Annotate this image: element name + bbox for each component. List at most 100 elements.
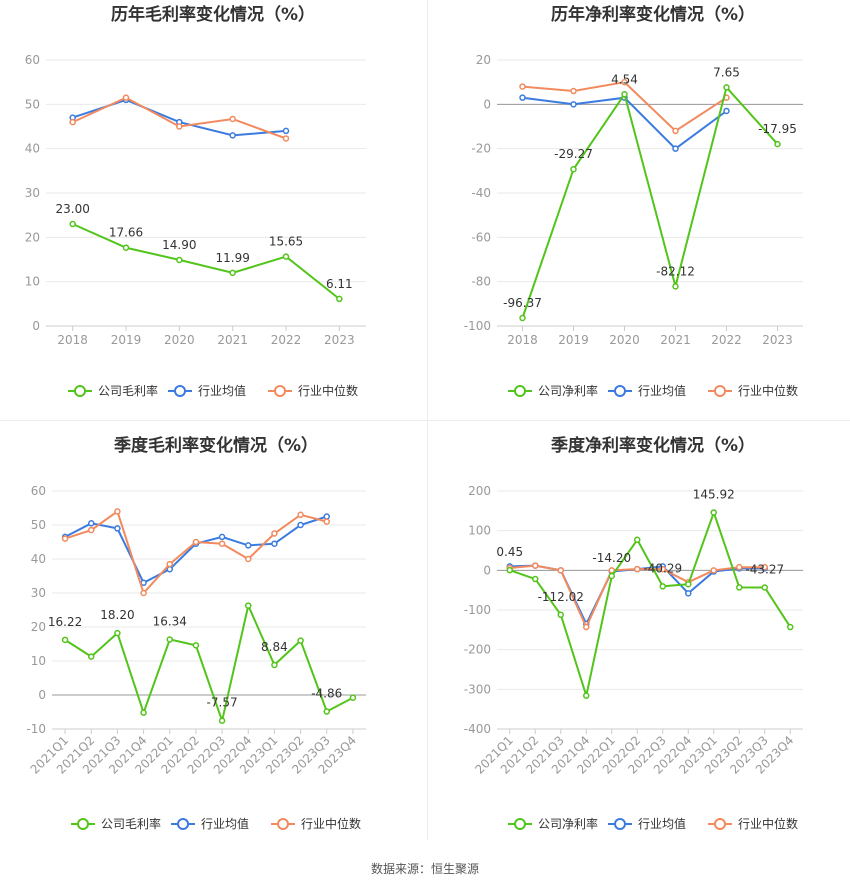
data-point [122,94,130,101]
data-point [336,295,343,303]
data-label: -40.29 [643,561,682,575]
y-tick-label: -40 [471,186,491,200]
y-tick-label: 200 [468,484,491,498]
legend-marker-icon [177,818,189,830]
data-point [659,565,666,573]
x-tick-label: 2023 [762,333,793,347]
data-label: 18.20 [100,608,134,622]
data-point [271,540,278,547]
data-label: 16.22 [48,615,82,629]
y-tick-label: 100 [468,524,491,538]
data-point [297,521,304,529]
data-point [672,145,679,152]
legend-label: 行业中位数 [738,383,798,398]
legend-marker-icon [174,385,186,397]
data-point [570,101,577,108]
data-label: 4.54 [611,72,638,86]
y-tick-label: 50 [25,97,40,111]
data-point [710,567,717,574]
data-point [192,538,200,546]
y-tick-label: 50 [31,518,46,532]
data-label: 17.66 [109,226,143,240]
data-point [114,508,121,515]
legend-label: 公司净利率 [538,383,598,398]
data-point [140,709,147,716]
data-point [723,107,730,115]
data-point [570,87,577,95]
data-point [218,533,226,541]
data-point [506,566,513,574]
legend-marker-icon [274,385,286,397]
x-tick-label: 2018 [57,333,88,347]
data-point [271,661,278,669]
y-tick-label: -300 [464,682,491,696]
data-point [519,314,526,322]
data-point [583,623,590,631]
legend-label: 公司毛利率 [98,383,158,398]
data-point [229,115,236,123]
y-tick-label: 60 [31,484,46,498]
data-label: -29.27 [554,147,593,161]
legend-label: 行业均值 [638,816,686,831]
legend-marker-icon [714,818,726,830]
data-point [245,542,252,549]
y-tick-label: 40 [31,552,46,566]
data-label: -43.27 [745,562,784,576]
legend-marker-icon [74,385,86,397]
y-tick-label: 20 [31,620,46,634]
data-point [736,584,743,591]
data-point [621,78,628,86]
y-tick-label: -200 [464,643,491,657]
chart-panel-annual-gross-margin: 历年毛利率变化情况（%） 0 10 20 30 40 50 60 2018 2019 2020 202… [25,4,366,398]
y-tick-label: 0 [483,563,491,577]
legend-label: 公司毛利率 [101,816,161,831]
data-point [685,580,692,588]
data-point [271,530,278,537]
data-label: -7.57 [207,696,238,710]
data-point [297,511,304,519]
chart-panel-annual-net-margin: 历年净利率变化情况（%） -100 -80 -60 -40 -20 0 20 2018 2019 2… [464,4,803,398]
series-line [64,602,354,725]
data-point [245,555,252,563]
x-tick-label: 2019 [111,333,142,347]
data-point [176,123,183,130]
legend-label: 行业中位数 [738,816,798,831]
data-point [761,563,768,571]
data-point [532,575,539,583]
x-tick-label: 2021 [660,333,691,347]
chart-panel-quarterly-gross-margin: 季度毛利率变化情况（%）-1001020304050602021Q12021Q2… [26,435,366,831]
data-point [61,636,69,644]
series-line [72,223,340,300]
data-point [282,127,290,135]
data-point [282,253,290,260]
y-tick-label: 0 [38,688,46,702]
y-tick-label: -10 [26,722,46,736]
data-point [140,589,147,597]
y-tick-label: 40 [25,142,40,156]
data-point [114,629,121,637]
data-label: 23.00 [55,202,89,216]
data-label: 15.65 [269,235,303,249]
data-point [88,653,95,660]
data-label: 11.99 [215,251,249,265]
data-label: 6.11 [326,277,353,291]
data-point [349,694,357,701]
legend-label: 行业均值 [198,383,246,398]
data-point [176,256,183,264]
data-point [282,135,290,142]
data-label: -82.12 [656,264,695,278]
legend-marker-icon [714,385,726,397]
y-tick-label: 10 [31,654,46,668]
data-point [672,283,679,290]
y-tick-label: -60 [471,230,491,244]
data-point [608,572,615,580]
data-label: -4.86 [311,687,342,701]
data-point [323,708,330,715]
y-tick-label: 30 [25,186,40,200]
data-point [761,584,768,591]
chart-title: 季度净利率变化情况（%） [551,435,755,456]
data-point [519,94,526,101]
x-tick-label: 2023 [324,333,355,347]
data-point [787,623,794,631]
